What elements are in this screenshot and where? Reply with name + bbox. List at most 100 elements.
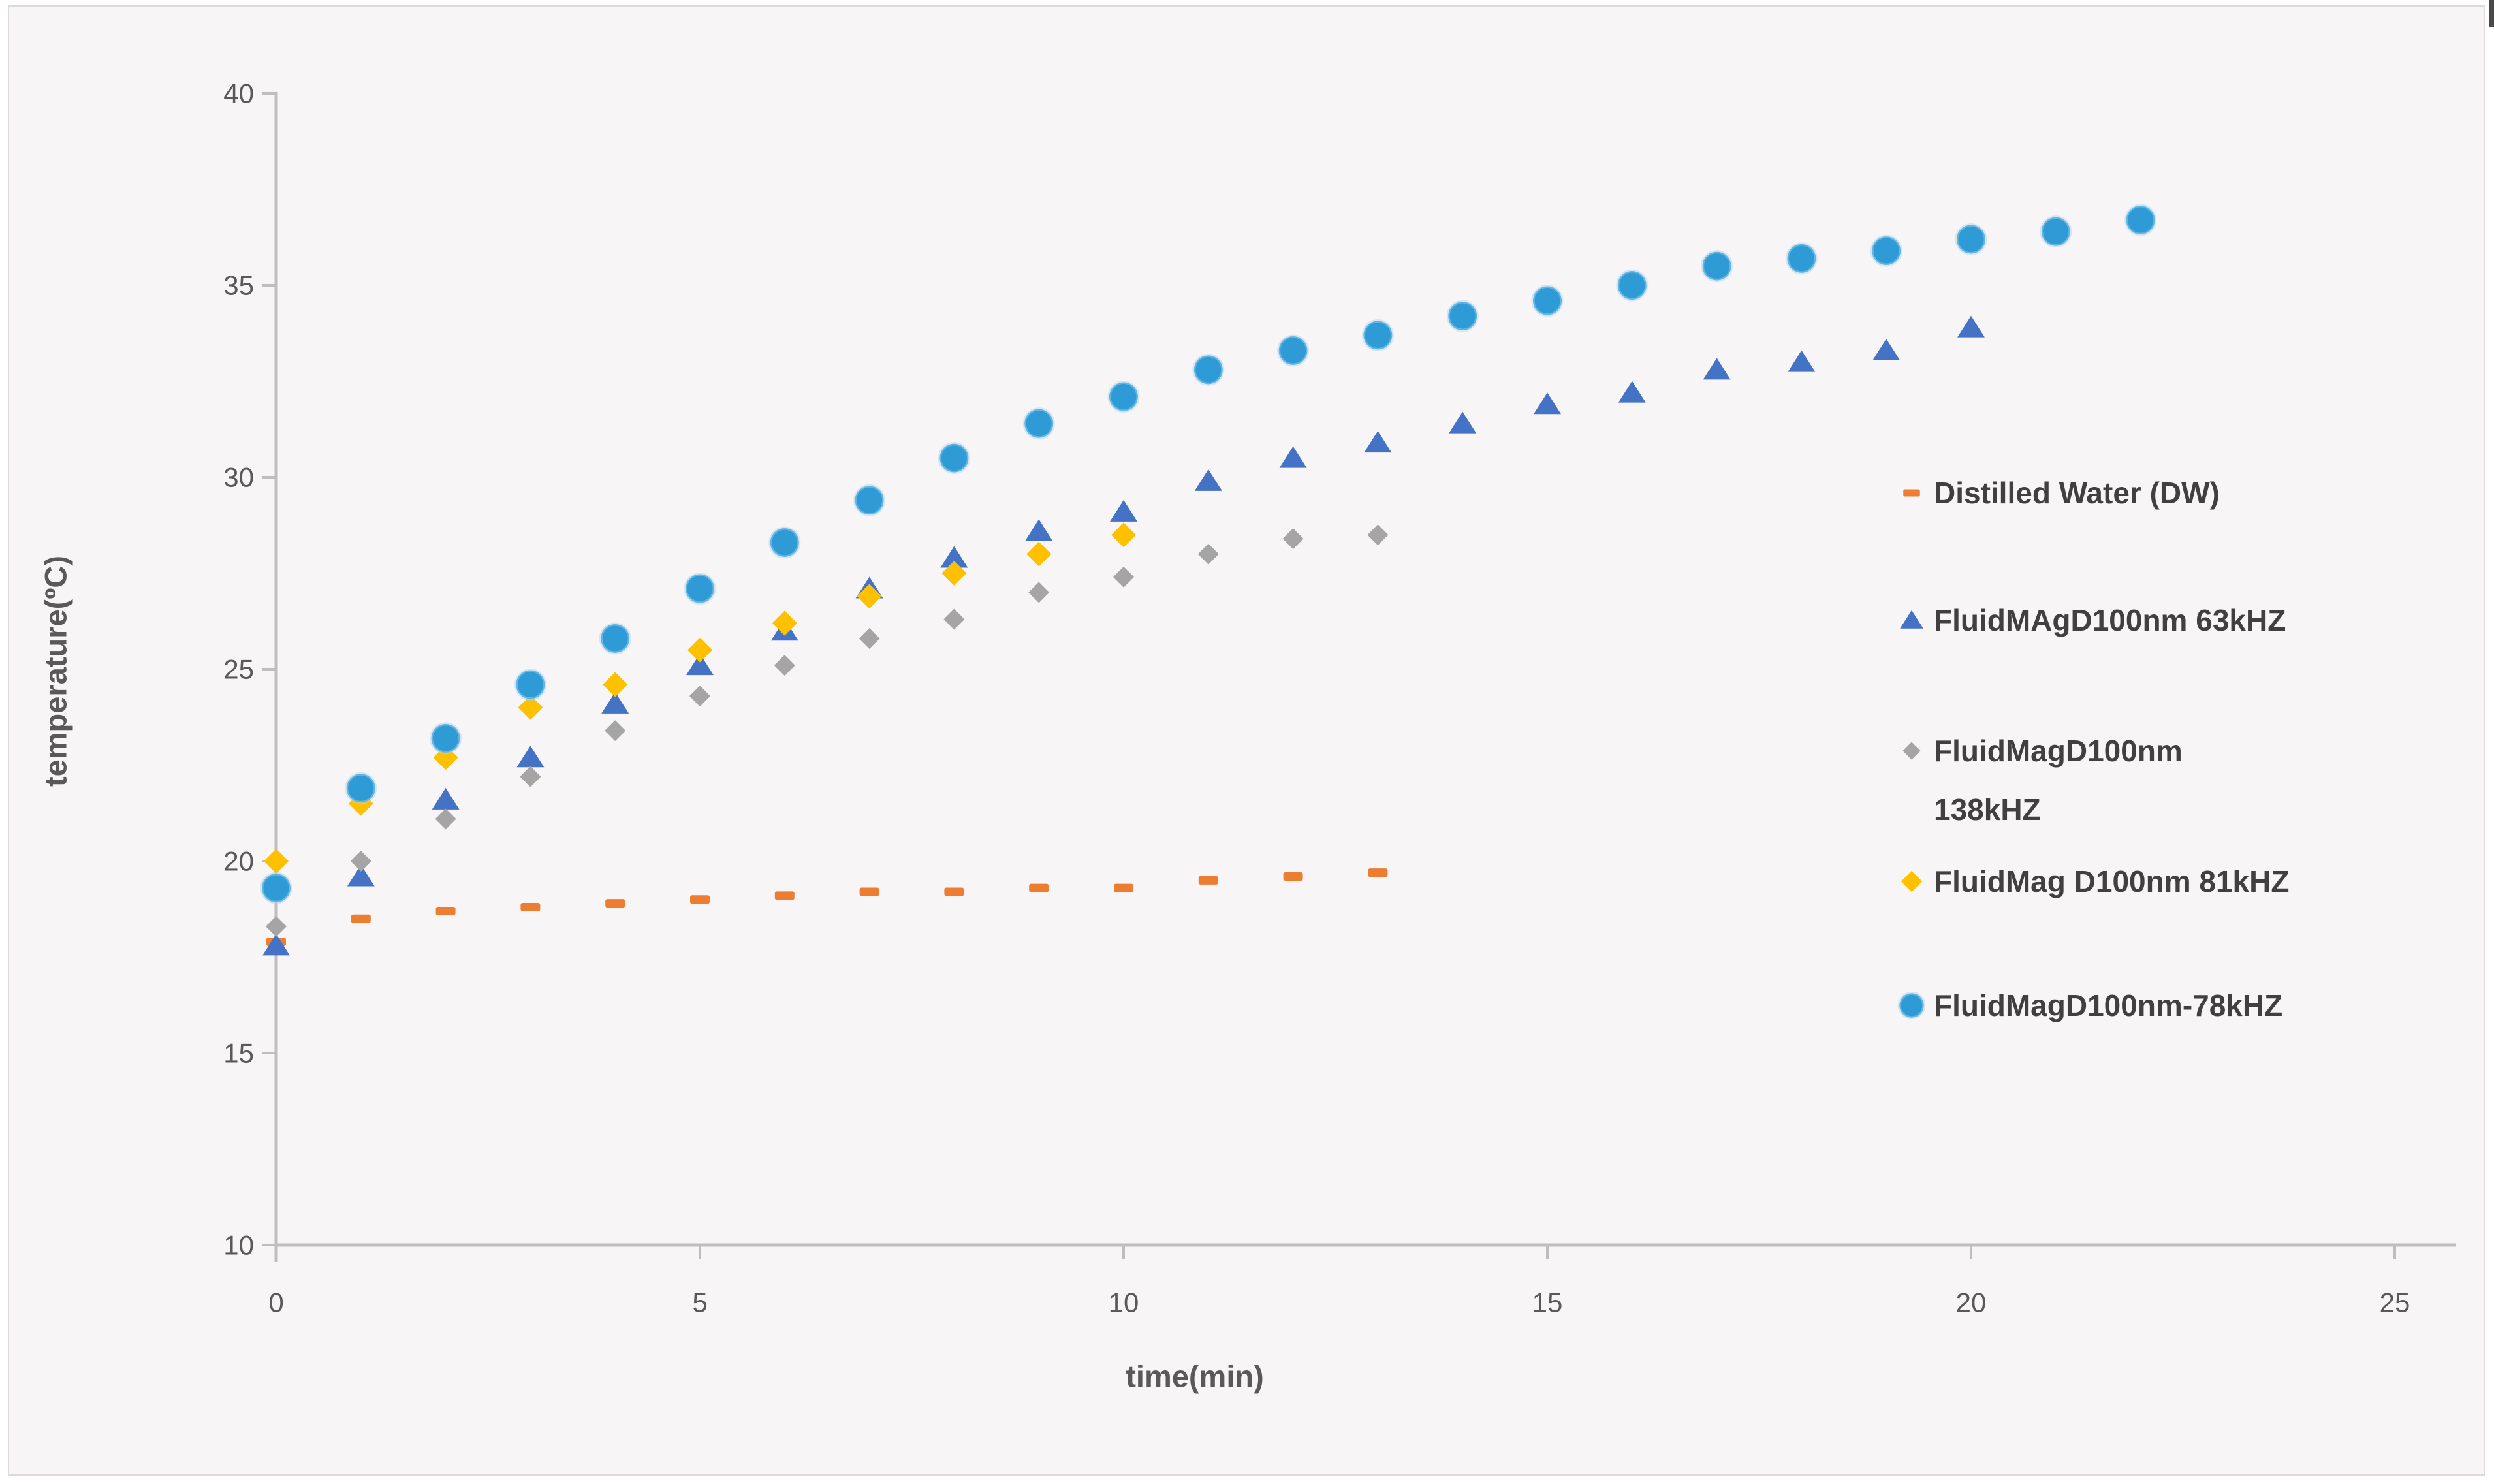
data-point [1113,566,1134,588]
data-point [1111,522,1136,548]
data-point [944,887,964,896]
data-point [689,686,710,707]
data-points [260,204,2157,956]
legend-item-label: FluidMagD100nm-78kHZ [1934,988,2282,1022]
data-point [516,746,545,768]
legend-item-label: FluidMag D100nm 81kHZ [1934,864,2289,898]
data-point [940,546,968,568]
y-axis-title: temperature(ºC) [39,556,73,787]
legend: Distilled Water (DW) FluidMAgD100nm 63kHZ… [1897,476,2289,1022]
data-point [514,669,546,701]
x-tick-label: 0 [268,1287,283,1318]
data-point [1616,269,1649,302]
data-point [1028,582,1050,603]
data-point [1872,338,1901,360]
data-point [941,561,967,586]
data-point [687,637,712,663]
data-point [433,745,458,770]
data-point [686,654,714,676]
data-point [1957,315,1985,338]
x-tick-label: 15 [1532,1287,1563,1318]
data-point [1531,285,1564,317]
data-point [1701,250,1733,283]
data-point [1446,300,1479,332]
data-point [351,914,371,923]
data-point [1534,392,1561,415]
data-point [605,720,626,742]
x-tick-label: 25 [2380,1287,2410,1318]
data-point [1025,519,1053,541]
legend-item-label: Distilled Water (DW) [1934,476,2220,510]
data-point [1022,407,1055,440]
data-point [432,787,460,810]
data-point [430,722,462,755]
data-point [603,672,628,697]
data-point [2040,215,2072,248]
data-point [857,584,882,609]
data-point [1283,872,1303,881]
series-4 [260,204,2157,904]
data-point [1114,883,1133,892]
data-point [1277,334,1310,367]
data-point [1198,876,1218,885]
legend-item: Distilled Water (DW) [1903,476,2220,510]
data-point [853,484,886,516]
x-axis-title: time(min) [1126,1359,1264,1394]
data-point [859,627,880,649]
data-point [768,526,801,559]
data-point [350,851,371,872]
data-point [684,573,716,605]
data-point [1194,469,1222,491]
data-point [1449,411,1477,434]
legend-item-label: 138kHZ [1934,793,2041,827]
y-tick-label: 30 [223,462,254,493]
data-point [266,915,287,937]
data-point [347,864,375,887]
data-point [1703,358,1731,380]
series-2 [266,524,1389,937]
data-point [774,655,795,676]
data-point [690,895,710,904]
data-point [601,691,629,714]
legend-item-label: FluidMagD100nm [1934,734,2183,768]
data-point [1282,528,1304,550]
circle-legend-icon [1897,991,1926,1020]
axes: 10 15 20 25 30 35 40 0 5 10 15 20 25 [223,78,2456,1318]
data-point [2124,204,2157,236]
legend-item: FluidMag D100nm 81kHZ [1901,864,2289,898]
data-point [435,808,456,830]
data-point [1361,319,1394,351]
data-point [1618,381,1646,403]
data-point [1197,543,1219,565]
data-point [1955,223,1987,255]
diamond-legend-icon [1902,742,1921,760]
data-point [605,899,625,908]
data-point [599,622,631,655]
x-tick-label: 20 [1956,1287,1987,1318]
diamond-legend-icon [1901,870,1923,892]
data-point [1364,431,1392,453]
data-point [345,772,377,804]
legend-item-label: FluidMAgD100nm 63kHZ [1934,603,2286,637]
legend-item: FluidMagD100nm 138kHZ [1902,734,2183,827]
x-tick-label: 5 [692,1287,707,1318]
data-point [260,872,292,904]
data-point [435,906,456,915]
y-tick-label: 25 [223,654,254,685]
data-point [938,442,970,475]
data-point [1110,499,1137,522]
data-point [1279,446,1307,468]
data-point [1368,868,1388,877]
data-point [1367,524,1389,546]
y-tick-label: 15 [223,1038,254,1069]
y-tick-label: 20 [223,846,254,877]
legend-item: FluidMagD100nm-78kHZ [1897,988,2282,1022]
data-point [943,608,965,630]
series-0 [266,868,1388,946]
data-point [772,610,797,636]
x-tick-label: 10 [1109,1287,1139,1318]
legend-item: FluidMAgD100nm 63kHZ [1900,603,2286,637]
data-point [1870,234,1902,267]
data-point [859,887,879,896]
